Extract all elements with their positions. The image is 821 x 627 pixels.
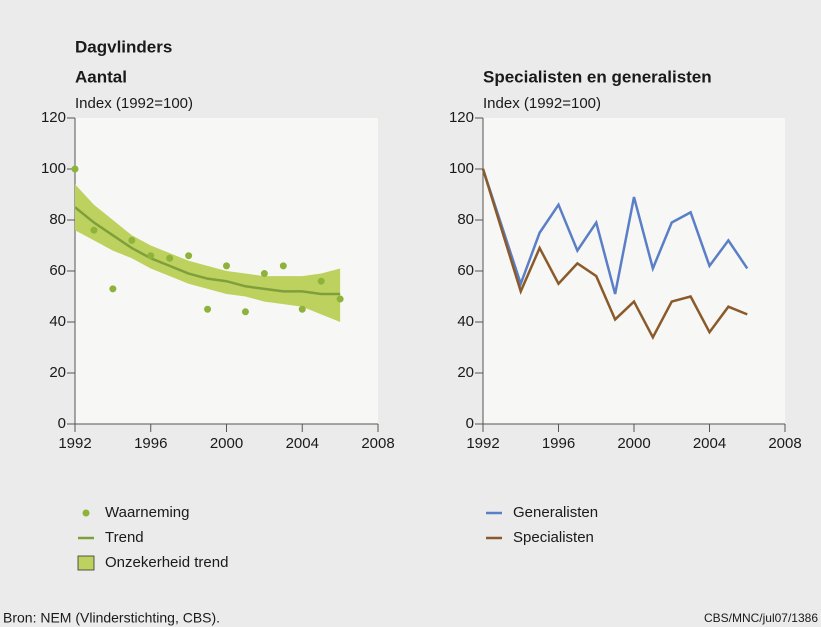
y-tick-label: 0 — [466, 415, 474, 432]
data-point — [260, 270, 268, 278]
series-line — [74, 206, 341, 296]
y-tick-label: 20 — [49, 364, 66, 381]
y-axis-label: Index (1992=100) — [483, 95, 601, 112]
legend-label: Onzekerheid trend — [105, 554, 228, 571]
uncertainty-band — [75, 184, 341, 322]
legend-label: Trend — [105, 529, 144, 546]
x-tick-label: 2000 — [617, 435, 650, 452]
source: Bron: NEM (Vlinderstichting, CBS). — [3, 610, 220, 626]
y-tick-label: 60 — [49, 262, 66, 279]
data-point — [90, 226, 98, 234]
y-tick-label: 0 — [58, 415, 66, 432]
x-tick-label: 2008 — [361, 435, 394, 452]
x-tick-label: 1996 — [542, 435, 575, 452]
legend-marker — [82, 509, 90, 517]
y-tick-label: 120 — [41, 109, 66, 126]
data-point — [279, 262, 287, 270]
data-point — [336, 295, 344, 303]
x-tick-label: 2004 — [693, 435, 726, 452]
data-point — [204, 305, 212, 313]
y-tick-label: 100 — [41, 160, 66, 177]
chart-title: Specialisten en generalisten — [483, 67, 712, 86]
plot-area — [483, 118, 785, 424]
data-point — [241, 308, 249, 316]
y-tick-label: 40 — [49, 313, 66, 330]
x-tick-label: 2000 — [210, 435, 243, 452]
y-axis-label: Index (1992=100) — [75, 95, 193, 112]
y-tick-label: 80 — [457, 211, 474, 228]
legend-marker — [77, 555, 95, 571]
data-point — [128, 236, 136, 244]
legend-label: Generalisten — [513, 504, 598, 521]
x-tick-label: 1992 — [466, 435, 499, 452]
legend-label: Specialisten — [513, 529, 594, 546]
data-point — [166, 254, 174, 262]
series-line — [481, 168, 748, 340]
data-point — [147, 252, 155, 260]
data-point — [223, 262, 230, 270]
header: Dagvlinders — [75, 37, 172, 56]
series-line — [481, 168, 749, 295]
y-tick-label: 20 — [457, 364, 474, 381]
credit: CBS/MNC/jul07/1386 — [704, 611, 818, 625]
data-point — [185, 252, 193, 260]
y-tick-label: 120 — [449, 109, 474, 126]
chart-title: Aantal — [75, 67, 127, 86]
data-point — [298, 305, 306, 313]
data-point — [109, 285, 117, 293]
data-point — [71, 165, 79, 173]
x-tick-label: 1992 — [58, 435, 91, 452]
y-tick-label: 60 — [457, 262, 474, 279]
y-tick-label: 40 — [457, 313, 474, 330]
x-tick-label: 2004 — [286, 435, 319, 452]
data-point — [317, 277, 325, 285]
x-tick-label: 2008 — [768, 435, 801, 452]
legend-label: Waarneming — [105, 504, 189, 521]
y-tick-label: 100 — [449, 160, 474, 177]
y-tick-label: 80 — [49, 211, 66, 228]
x-tick-label: 1996 — [134, 435, 167, 452]
